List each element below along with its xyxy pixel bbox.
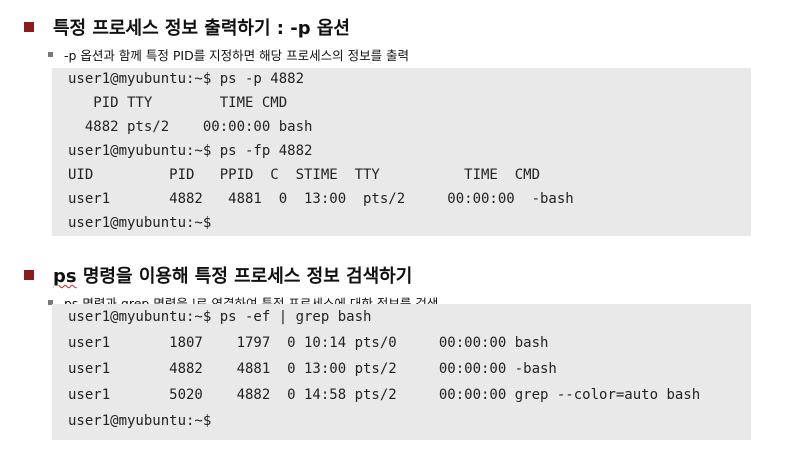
terminal-line: user1@myubuntu:~$ ps -fp 4882: [68, 143, 313, 159]
heading-text: 특정 프로세스 정보 출력하기 : -p 옵션: [53, 18, 350, 39]
terminal-line: user1 4882 4881 0 13:00 pts/2 00:00:00 -…: [68, 191, 574, 207]
terminal-line: user1@myubuntu:~$: [68, 215, 212, 231]
terminal-line: user1 4882 4881 0 13:00 pts/2 00:00:00 -…: [68, 361, 557, 377]
terminal-line: 4882 pts/2 00:00:00 bash: [68, 119, 313, 135]
terminal-line: UID PID PPID C STIME TTY TIME CMD: [68, 167, 541, 183]
heading-rest: 명령을 이용해 특정 프로세스 정보 검색하기: [76, 266, 413, 287]
terminal-block: user1@myubuntu:~$ ps -p 4882 PID TTY TIM…: [52, 68, 751, 236]
terminal-block: user1@myubuntu:~$ ps -ef | grep bash use…: [52, 304, 751, 440]
sub-bullet-item: -p 옵션과 함께 특정 PID를 지정하면 해당 프로세스의 정보를 출력: [48, 44, 409, 64]
terminal-line: user1@myubuntu:~$ ps -p 4882: [68, 71, 305, 87]
small-square-bullet-icon: [48, 51, 53, 57]
sub-text: -p 옵션과 함께 특정 PID를 지정하면 해당 프로세스의 정보를 출력: [64, 47, 410, 63]
terminal-line: user1 5020 4882 0 14:58 pts/2 00:00:00 g…: [68, 387, 701, 403]
section-heading: 특정 프로세스 정보 출력하기 : -p 옵션: [24, 14, 350, 40]
terminal-line: user1 1807 1797 0 10:14 pts/0 00:00:00 b…: [68, 335, 549, 351]
terminal-line: PID TTY TIME CMD: [68, 95, 288, 111]
small-square-bullet-icon: [48, 299, 53, 305]
terminal-line: user1@myubuntu:~$ ps -ef | grep bash: [68, 309, 372, 325]
heading-word-ps: ps: [53, 266, 77, 287]
terminal-line: user1@myubuntu:~$: [68, 413, 212, 429]
square-bullet-icon: [24, 270, 34, 280]
heading-text: ps 명령을 이용해 특정 프로세스 정보 검색하기: [53, 262, 412, 288]
square-bullet-icon: [24, 22, 34, 32]
section-heading: ps 명령을 이용해 특정 프로세스 정보 검색하기: [24, 262, 412, 288]
